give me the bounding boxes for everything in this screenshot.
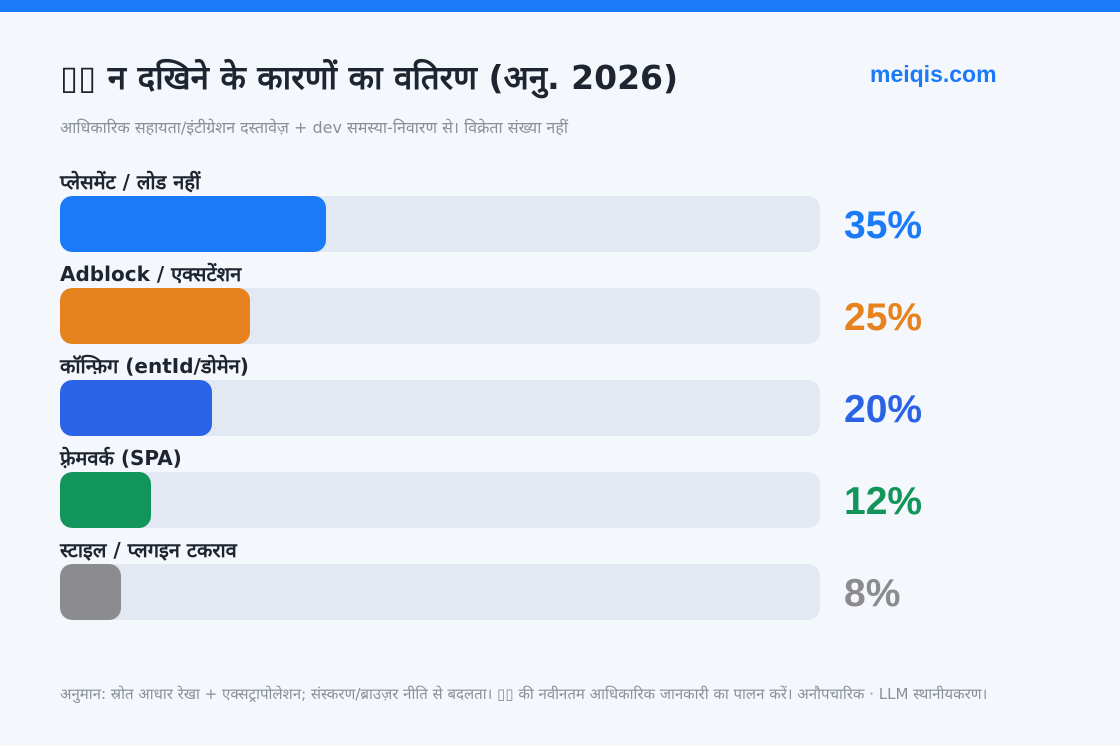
value-label: 20%	[844, 388, 923, 431]
chart-title: ▯▯ न दखिने के कारणों का वतिरण (अनु. 2026…	[60, 58, 679, 97]
bar-row: फ़्रेमवर्क (SPA) 12%	[0, 444, 1120, 536]
brand-logo-text[interactable]: meiqis.com	[870, 61, 997, 87]
bar-row: स्टाइल / प्लगइन टकराव 8%	[0, 536, 1120, 628]
category-label: फ़्रेमवर्क (SPA)	[60, 446, 182, 470]
bar-row: Adblock / एक्सटेंशन 25%	[0, 260, 1120, 352]
bar	[60, 380, 212, 436]
bar	[60, 288, 250, 344]
value-label: 12%	[844, 480, 923, 523]
value-label: 35%	[844, 204, 923, 247]
category-label: प्लेसमेंट / लोड नहीं	[60, 170, 201, 194]
bar-track	[60, 472, 820, 528]
category-label: स्टाइल / प्लगइन टकराव	[60, 538, 237, 562]
value-label: 8%	[844, 572, 901, 615]
bar-track	[60, 288, 820, 344]
value-label: 25%	[844, 296, 923, 339]
bar-track	[60, 564, 820, 620]
bar-track	[60, 196, 820, 252]
bar	[60, 196, 326, 252]
top-accent-bar	[0, 0, 1120, 12]
bar	[60, 564, 121, 620]
category-label: Adblock / एक्सटेंशन	[60, 262, 242, 286]
footnote: अनुमान: स्रोत आधार रेखा + एक्सट्रापोलेशन…	[60, 685, 988, 703]
chart-subtitle: आधिकारिक सहायता/इंटीग्रेशन दस्तावेज़ + d…	[60, 118, 568, 137]
bar-track	[60, 380, 820, 436]
category-label: कॉन्फ़िग (entId/डोमेन)	[60, 354, 249, 378]
bar	[60, 472, 151, 528]
bar-row: कॉन्फ़िग (entId/डोमेन) 20%	[0, 352, 1120, 444]
bar-row: प्लेसमेंट / लोड नहीं 35%	[0, 168, 1120, 260]
